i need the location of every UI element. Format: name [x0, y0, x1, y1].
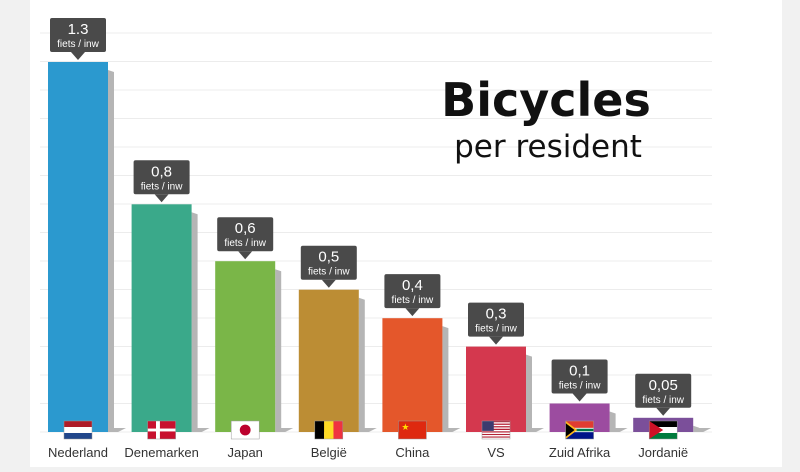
chart-subtitle: per resident [454, 129, 642, 165]
value-label: 1.3 [68, 21, 89, 38]
category-label: Denemarken [124, 445, 198, 460]
unit-label: fiets / inw [475, 324, 517, 335]
category-label: Jordanië [638, 445, 688, 460]
value-label: 0,6 [235, 220, 256, 237]
bar-shadow [191, 212, 210, 432]
unit-label: fiets / inw [57, 39, 99, 50]
unit-label: fiets / inw [642, 395, 684, 406]
value-label: 0,8 [151, 163, 172, 180]
value-label: 0,5 [318, 249, 339, 266]
unit-label: fiets / inw [559, 381, 601, 392]
flag-japan-icon [230, 420, 260, 440]
flag-usa-icon [481, 420, 511, 440]
flag-jordan-icon [648, 420, 678, 440]
bar-shadow [275, 269, 294, 432]
flag-denmark-icon [147, 420, 176, 440]
bar-shadow [442, 326, 461, 432]
category-label: Japan [227, 445, 262, 460]
unit-label: fiets / inw [392, 295, 434, 306]
value-label: 0,1 [569, 363, 590, 380]
svg-text:★: ★ [401, 422, 409, 432]
flag-china-icon: ★ [398, 420, 427, 440]
bar-shadow [609, 411, 628, 432]
category-labels-group: Nederland Denemarken Japan België China VS Zui… [48, 445, 688, 460]
value-label: 0,4 [402, 277, 423, 294]
bar-vs [466, 346, 526, 432]
unit-label: fiets / inw [308, 267, 350, 278]
category-label: China [395, 445, 430, 460]
unit-label: fiets / inw [224, 238, 266, 249]
chart-title: Bicycles [441, 73, 651, 127]
unit-label: fiets / inw [141, 181, 183, 192]
flag-south-africa-icon [565, 420, 594, 440]
bar-shadow [526, 354, 544, 432]
flag-netherlands-icon [63, 420, 93, 440]
category-label: VS [487, 445, 505, 460]
bar-belgië [298, 289, 359, 432]
bar-china [382, 318, 443, 432]
value-label: 0,05 [649, 377, 678, 394]
bar-denemarken [131, 204, 192, 432]
bar-japan [215, 261, 276, 432]
value-label: 0,3 [486, 306, 507, 323]
category-label: Zuid Afrika [549, 445, 611, 460]
bar-shadow [358, 297, 377, 432]
flag-belgium-icon [314, 420, 344, 440]
category-label: Nederland [48, 445, 108, 460]
bar-nederland [48, 62, 108, 432]
category-label: België [311, 445, 347, 460]
bar-shadow [108, 70, 126, 432]
bar-shadow [693, 425, 712, 432]
